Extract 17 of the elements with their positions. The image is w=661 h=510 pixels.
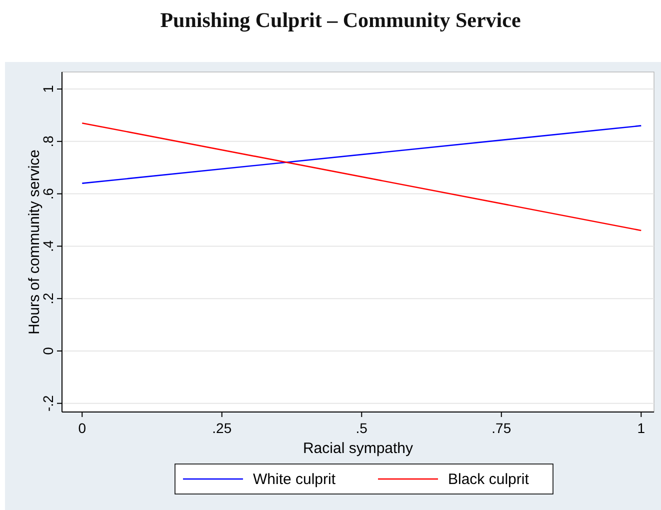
y-tick-label: .2 [40, 292, 56, 304]
y-tick-label: 1 [40, 84, 56, 93]
y-tick-label: -.2 [40, 394, 56, 412]
y-axis-title: Hours of community service [26, 149, 43, 335]
legend-label: Black culprit [448, 471, 530, 488]
chart-title: Punishing Culprit – Community Service [160, 8, 521, 32]
x-tick-label: 1 [637, 420, 646, 436]
x-tick-label: .5 [356, 420, 368, 436]
y-tick-label: .6 [40, 188, 56, 200]
x-tick-label: .25 [212, 420, 232, 436]
y-tick-label: 0 [40, 346, 56, 355]
y-tick-label: .8 [40, 135, 56, 148]
x-tick-label: 0 [78, 420, 86, 436]
legend-label: White culprit [253, 471, 336, 488]
x-tick-label: .75 [492, 420, 512, 436]
x-axis-title: Racial sympathy [302, 440, 414, 457]
y-tick-label: .4 [40, 240, 56, 252]
